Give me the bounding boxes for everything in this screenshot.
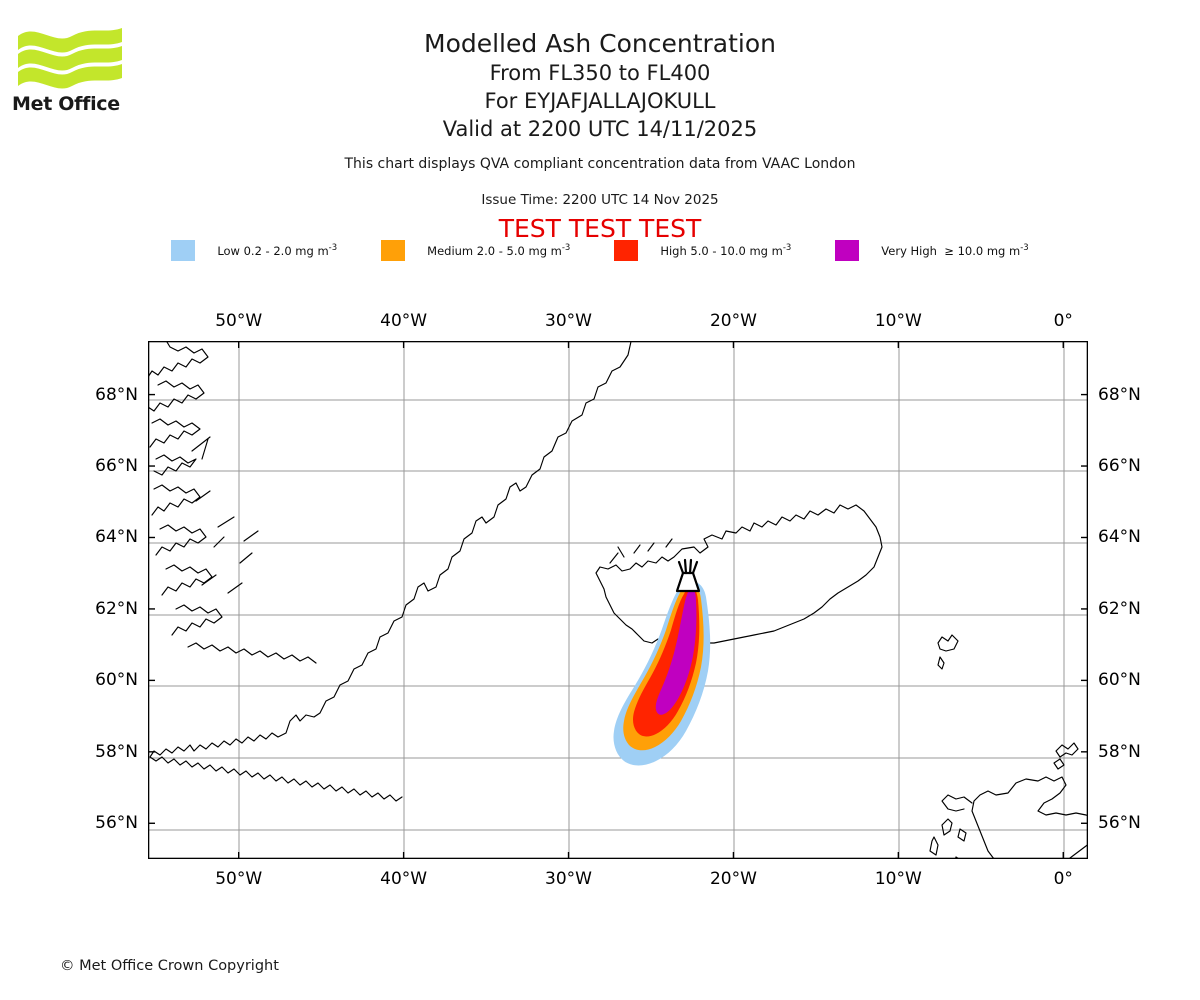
lat-tick-label-left: 56°N [95,813,138,834]
volcano-marker [675,558,701,593]
legend-color-swatch [381,240,406,261]
title-volcano-name: For EYJAFJALLAJOKULL [484,89,716,113]
coastline-orkney [1053,742,1079,770]
map-background [148,341,1088,859]
lat-tick-label-right: 66°N [1098,456,1141,477]
lon-tick-label-bottom: 10°W [874,869,922,889]
copyright-notice: © Met Office Crown Copyright [60,958,279,974]
met-office-logo: Met Office [10,20,128,115]
lat-tick-label-right: 62°N [1098,598,1141,619]
plume-contour-very-high [655,588,697,715]
legend-item: Very High ≥ 10.0 mg m-3 [835,240,1029,261]
issue-time: Issue Time: 2200 UTC 14 Nov 2025 [481,192,719,208]
coastline-greenland-fjords [191,436,259,594]
qva-note: This chart displays QVA compliant concen… [344,156,856,172]
legend-label: High 5.0 - 10.0 mg m-3 [660,242,792,258]
lon-tick-label-bottom: 20°W [709,869,757,889]
lat-tick-label-left: 68°N [95,384,138,405]
map-plot-area: 50°W 50°W 40°W 40°W 30°W 30°W 20°W 20°W 10°W 10°W… [95,311,1141,889]
legend-item: High 5.0 - 10.0 mg m-3 [614,240,791,261]
lat-tick-label-right: 56°N [1098,813,1141,834]
lat-tick-label-right: 64°N [1098,527,1141,548]
coastline-iceland-fjords [609,538,673,564]
lat-tick-label-right: 58°N [1098,741,1141,762]
legend-color-swatch [835,240,860,261]
legend-label: Very High ≥ 10.0 mg m-3 [881,242,1029,258]
chart-title-block: Modelled Ash Concentration From FL350 to… [0,28,1200,143]
coastline-iceland [595,504,883,650]
lat-tick-label-left: 66°N [95,456,138,477]
legend-color-swatch [614,240,639,261]
legend-label: Medium 2.0 - 5.0 mg m-3 [427,242,571,258]
test-banner: TEST TEST TEST [498,214,702,243]
coastlines [148,341,1088,859]
lon-tick-label-top: 30°W [545,311,592,331]
page-title: Modelled Ash Concentration [424,29,776,58]
coastline-scotland [971,776,1088,859]
lon-tick-label-bottom: 50°W [215,869,263,889]
map-frame [148,341,1088,859]
lat-tick-label-left: 60°N [95,670,138,691]
lat-tick-label-left: 58°N [95,741,138,762]
lat-tick-label-right: 60°N [1098,670,1141,691]
map-gridlines [148,341,1088,859]
coastline-faroe-islands [937,634,959,670]
lon-tick-label-top: 0° [1053,311,1073,331]
legend-label: Low 0.2 - 2.0 mg m-3 [217,242,338,258]
ash-plume-contours [613,581,711,766]
title-valid-time: Valid at 2200 UTC 14/11/2025 [442,117,758,141]
coastline-greenland-west [148,341,317,664]
lon-tick-label-top: 40°W [380,311,428,331]
concentration-legend: Low 0.2 - 2.0 mg m-3 Medium 2.0 - 5.0 mg … [0,240,1200,261]
legend-item: Low 0.2 - 2.0 mg m-3 [171,240,337,261]
lat-tick-label-left: 64°N [95,527,138,548]
lon-tick-label-bottom: 40°W [380,869,428,889]
met-office-waves-icon [18,28,122,89]
lon-tick-label-bottom: 30°W [545,869,592,889]
lon-tick-label-top: 50°W [215,311,263,331]
lat-tick-label-left: 62°N [95,598,138,619]
title-flight-levels: From FL350 to FL400 [489,61,711,85]
legend-item: Medium 2.0 - 5.0 mg m-3 [381,240,570,261]
coastline-scotland-west [929,794,973,859]
legend-color-swatch [171,240,196,261]
lon-tick-label-top: 10°W [874,311,922,331]
coastline-greenland [149,341,632,802]
lon-tick-label-bottom: 0° [1053,869,1073,889]
met-office-brand-text: Met Office [12,93,120,115]
axis-tick-marks [148,341,1088,859]
volcano-plume-lines [677,558,699,575]
lat-tick-label-right: 68°N [1098,384,1141,405]
lon-tick-label-top: 20°W [709,311,757,331]
